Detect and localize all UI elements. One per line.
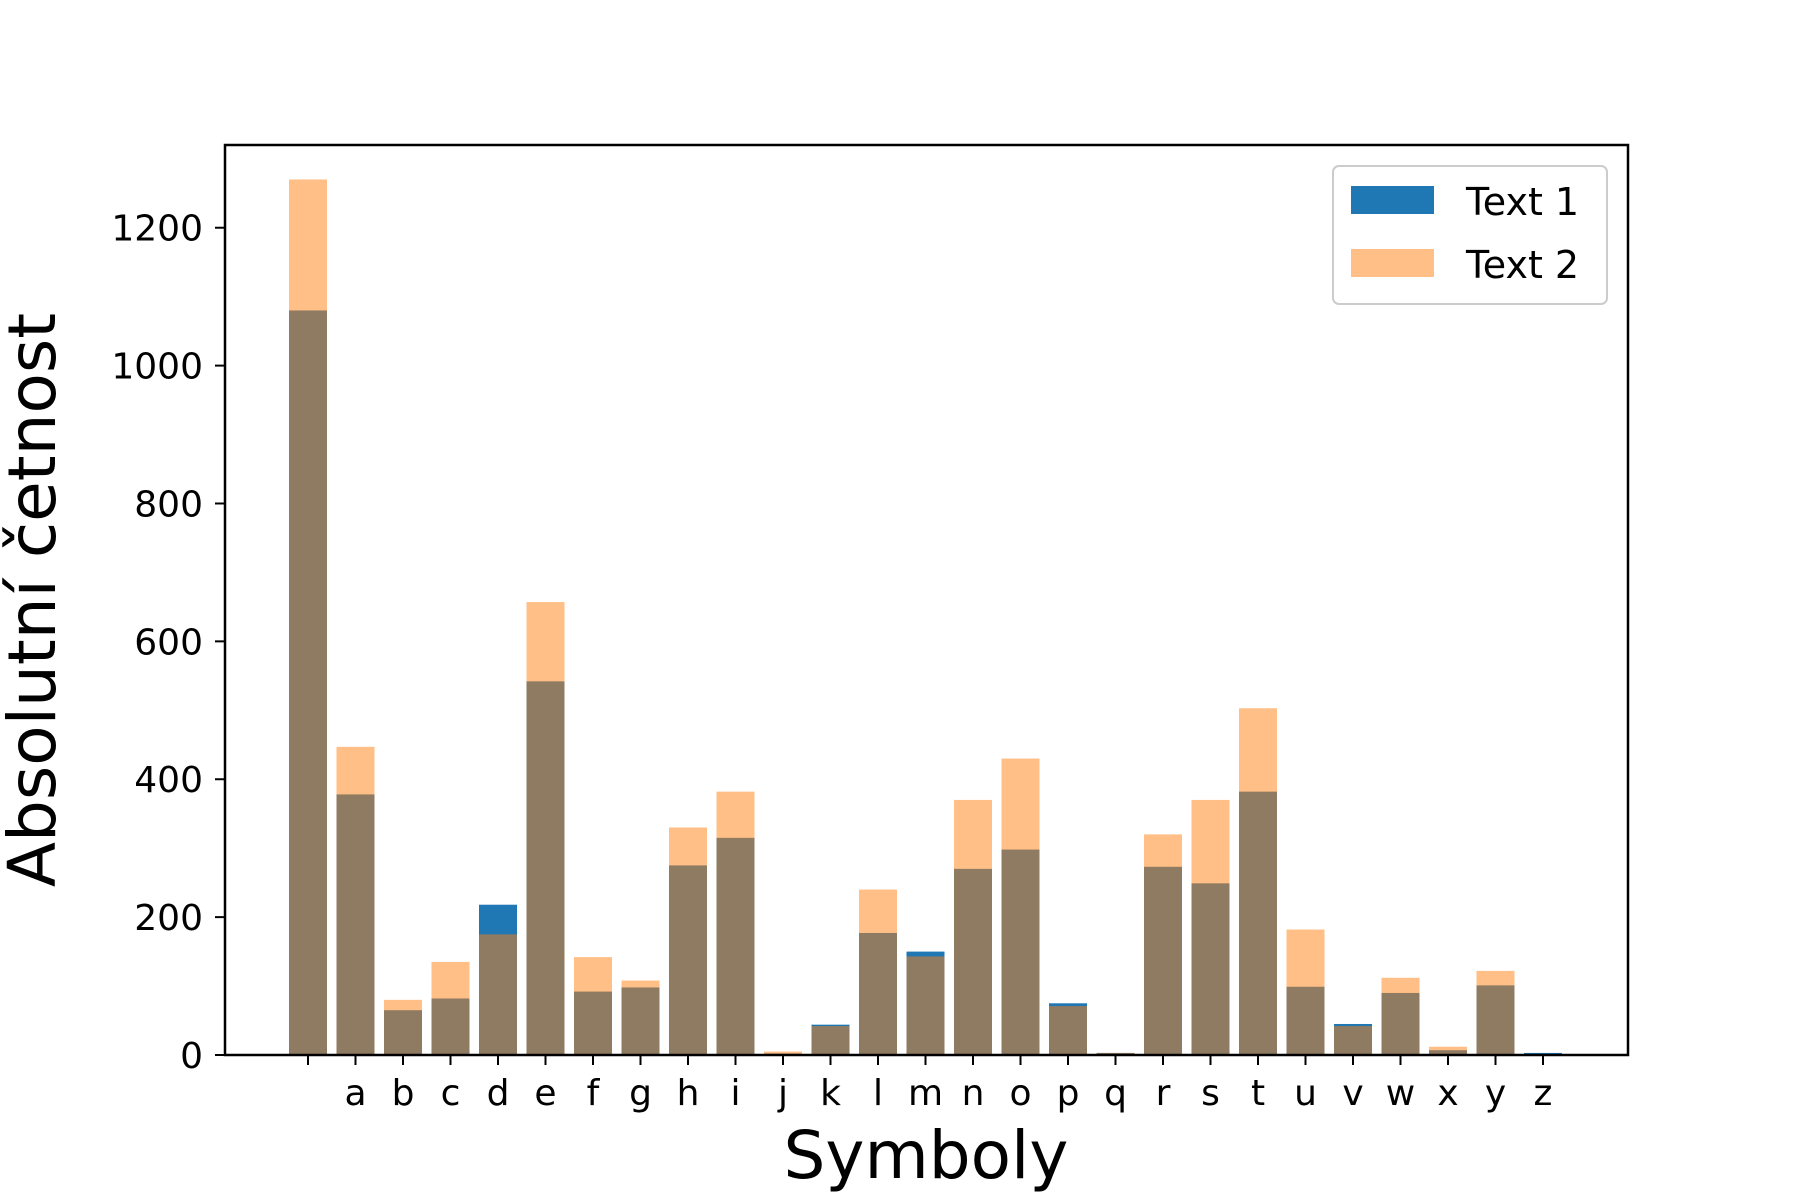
x-tick-label: i (730, 1073, 740, 1114)
y-tick-label: 0 (180, 1036, 203, 1077)
y-tick-label: 600 (134, 622, 203, 663)
bar-series-2-4 (479, 934, 517, 1055)
bar-series-2-21 (1286, 929, 1325, 1055)
x-tick-label: b (392, 1073, 415, 1114)
bar-series-2-19 (1191, 799, 1230, 1055)
x-tick-label: s (1201, 1073, 1220, 1114)
bar-series-2-20 (1239, 708, 1277, 1055)
bar-series-2-22 (1334, 1026, 1372, 1055)
bar-series-2-12 (859, 889, 897, 1055)
bar-series-2-5 (526, 602, 565, 1055)
x-tick-label: p (1057, 1073, 1080, 1114)
bar-series-2-18 (1144, 834, 1182, 1055)
bar-series-2-23 (1381, 977, 1420, 1055)
x-axis-title: Symboly (784, 1117, 1069, 1194)
plot-frame (223, 143, 1630, 1057)
bar-series-2-24 (1429, 1046, 1467, 1055)
bar-series-2-15 (1001, 758, 1040, 1055)
x-tick-label: z (1534, 1073, 1553, 1114)
x-tick-label: v (1342, 1073, 1363, 1114)
bar-series-2-6 (574, 957, 612, 1055)
bar-series-2-16 (1049, 1006, 1087, 1055)
bar-series-2-8 (669, 827, 707, 1055)
legend-swatch-text-2 (1351, 249, 1434, 277)
bar-series-2-25 (1476, 970, 1515, 1055)
x-tick-label: m (908, 1073, 943, 1114)
x-tick-label: c (441, 1073, 461, 1114)
x-tick-label: y (1485, 1073, 1506, 1114)
x-tick-label: h (677, 1073, 700, 1114)
bar-series-2-7 (621, 980, 660, 1055)
bar-series-2-9 (716, 791, 755, 1055)
y-tick-label: 400 (134, 760, 203, 801)
x-tick-label: g (629, 1073, 652, 1114)
y-axis-ticks: 0 200 400 600 800 1000 1200 (111, 209, 225, 1077)
bar-series-2-3 (431, 961, 470, 1055)
x-tick-label: a (344, 1073, 366, 1114)
x-tick-label: j (777, 1073, 788, 1114)
x-tick-label: t (1251, 1073, 1265, 1114)
x-tick-label: u (1294, 1073, 1317, 1114)
x-tick-label: k (820, 1073, 841, 1114)
x-tick-label: o (1009, 1073, 1031, 1114)
x-tick-label: r (1156, 1073, 1171, 1114)
legend-label-text-1: Text 1 (1465, 180, 1579, 224)
legend-swatch-text-1 (1351, 186, 1434, 214)
y-tick-label: 200 (134, 898, 203, 939)
x-tick-label: d (487, 1073, 510, 1114)
bar-series-2-1 (336, 746, 375, 1055)
x-tick-label: w (1386, 1073, 1415, 1114)
legend-label-text-2: Text 2 (1465, 243, 1579, 287)
y-tick-label: 800 (134, 484, 203, 525)
x-tick-label: l (873, 1073, 883, 1114)
y-tick-label: 1200 (111, 209, 203, 250)
bar-series-2-2 (384, 999, 422, 1055)
y-tick-label: 1000 (111, 347, 203, 388)
bar-series-2-0 (289, 179, 327, 1055)
legend: Text 1 Text 2 (1332, 165, 1608, 305)
x-tick-label: q (1104, 1073, 1127, 1114)
y-axis-title: Absolutní četnost (0, 313, 71, 887)
x-tick-label: f (587, 1073, 601, 1114)
x-tick-label: n (962, 1073, 985, 1114)
x-tick-label: x (1437, 1073, 1458, 1114)
x-tick-label: e (534, 1073, 556, 1114)
bars-layer (289, 179, 1562, 1055)
bar-series-2-13 (906, 956, 945, 1055)
bar-series-2-14 (954, 799, 992, 1055)
bar-series-2-10 (764, 1051, 802, 1055)
bar-series-2-11 (811, 1026, 850, 1055)
